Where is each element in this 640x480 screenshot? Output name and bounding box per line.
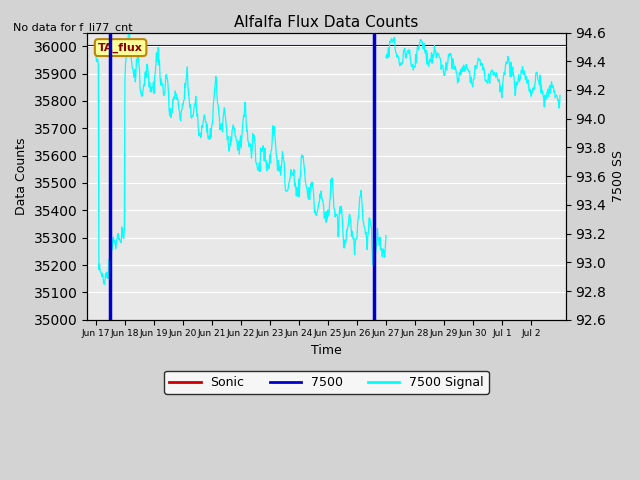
- X-axis label: Time: Time: [311, 344, 342, 357]
- Text: TA_flux: TA_flux: [98, 42, 143, 53]
- Text: No data for f_li77_cnt: No data for f_li77_cnt: [13, 22, 132, 33]
- Title: Alfalfa Flux Data Counts: Alfalfa Flux Data Counts: [234, 15, 419, 30]
- Y-axis label: 7500 SS: 7500 SS: [612, 150, 625, 202]
- Y-axis label: Data Counts: Data Counts: [15, 137, 28, 215]
- Legend: Sonic, 7500, 7500 Signal: Sonic, 7500, 7500 Signal: [164, 371, 489, 394]
